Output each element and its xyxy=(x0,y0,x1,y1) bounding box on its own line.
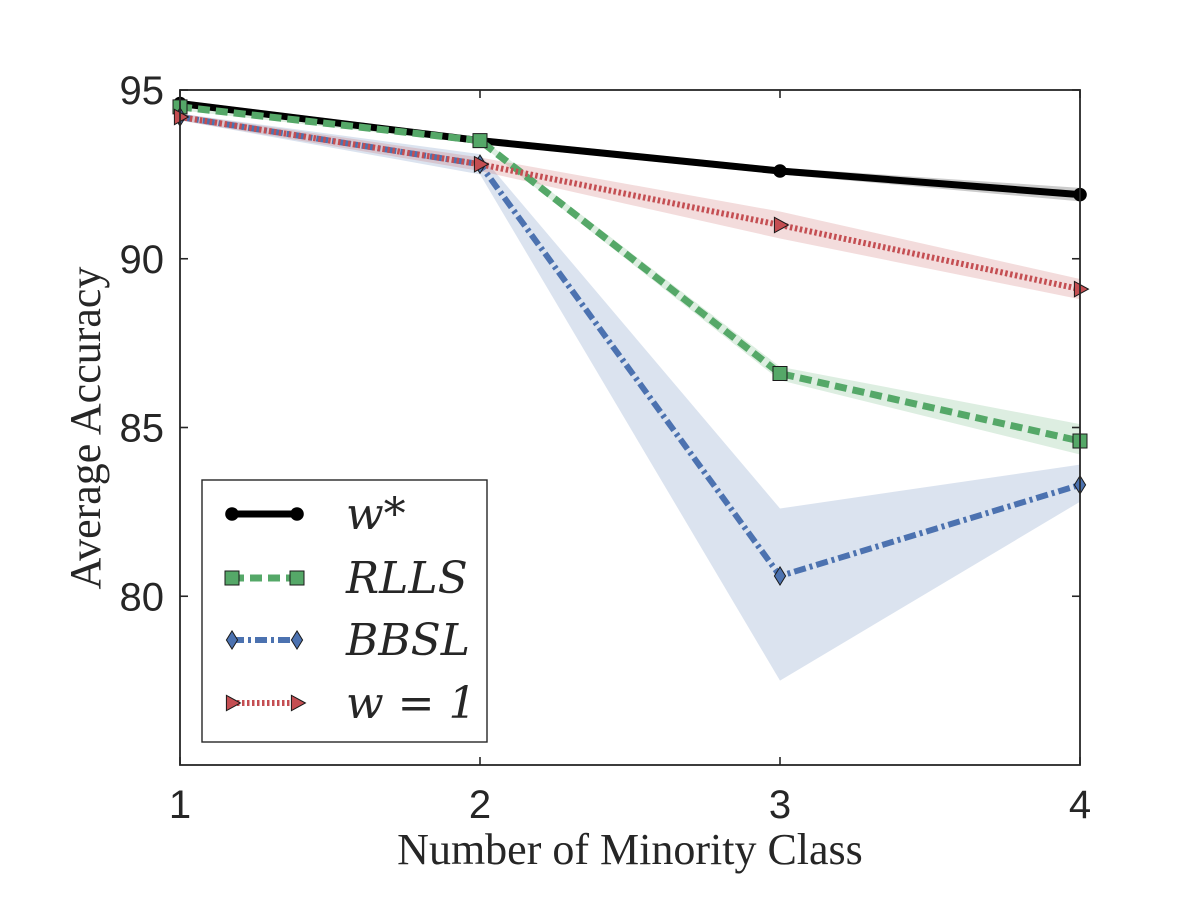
data-point-w-1 xyxy=(773,216,790,234)
legend-marker-end-w- xyxy=(290,507,304,521)
x-axis: 1 2 3 4 xyxy=(169,90,1091,827)
legend-marker-start-bbsl xyxy=(225,629,239,651)
x-axis-label: Number of Minority Class xyxy=(397,825,863,874)
legend-box xyxy=(201,479,488,743)
legend-label-w-: w* xyxy=(346,489,406,540)
y-tick-label: 80 xyxy=(120,575,165,619)
y-tick-label: 90 xyxy=(120,238,165,282)
x-tick-label: 2 xyxy=(469,783,491,827)
series-line-w-1 xyxy=(180,114,1080,293)
legend-marker-start-w- xyxy=(225,507,239,521)
y-tick-label: 85 xyxy=(120,407,165,451)
series-line-w- xyxy=(180,100,1080,199)
data-point-rlls xyxy=(772,366,788,381)
legend-marker-start-w-1 xyxy=(225,694,242,712)
band-bbsl xyxy=(180,113,1080,681)
x-tick-label: 1 xyxy=(169,783,191,827)
x-tick-label: 3 xyxy=(769,783,791,827)
y-axis-label: Average Accuracy xyxy=(61,267,110,590)
data-point-w- xyxy=(773,164,787,178)
legend-marker-start-rlls xyxy=(224,570,240,586)
data-point-rlls xyxy=(472,133,488,149)
legend-marker-end-w-1 xyxy=(290,694,307,712)
series-line-rlls xyxy=(180,103,1080,445)
legend-marker-end-bbsl xyxy=(290,629,304,651)
legend-label-w-1: w = 1 xyxy=(346,678,477,729)
data-point-w-1 xyxy=(173,108,190,126)
x-tick-label: 4 xyxy=(1069,783,1091,827)
data-point-bbsl xyxy=(773,565,787,587)
data-point-w-1 xyxy=(1073,280,1090,298)
legend-label-rlls: RLLS xyxy=(345,553,468,604)
legend-label-bbsl: BBSL xyxy=(345,615,470,666)
series-line-bbsl xyxy=(180,114,1080,579)
band-w-1 xyxy=(180,113,1080,300)
data-point-w-1 xyxy=(473,155,490,173)
band-rlls xyxy=(180,103,1080,455)
legend: w* RLLS BBSL w = 1 xyxy=(201,479,488,743)
legend-marker-end-rlls xyxy=(289,570,305,586)
y-axis: 80 85 90 95 xyxy=(120,69,1080,619)
y-tick-label: 95 xyxy=(120,69,165,113)
series-lines xyxy=(180,100,1080,579)
